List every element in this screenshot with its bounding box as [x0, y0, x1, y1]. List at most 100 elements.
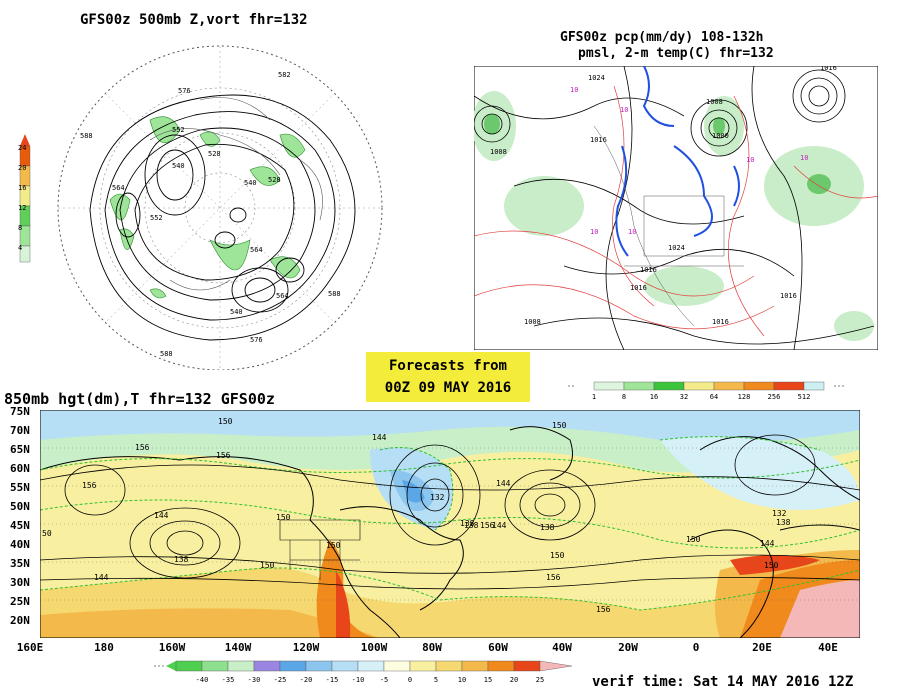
- contour-label: 156: [216, 451, 231, 460]
- lat-label: 75N: [10, 405, 30, 418]
- lat-label: 25N: [10, 595, 30, 608]
- verification-time: verif time: Sat 14 MAY 2016 12Z: [592, 674, 854, 690]
- precip-tick: 16: [649, 393, 659, 401]
- panel-title-pmsl-line1: GFS00z pcp(mm/dy) 108-132h: [560, 30, 764, 45]
- contour-label: 528: [268, 176, 281, 184]
- temp-tick: 25: [535, 676, 545, 684]
- temp-label: 10: [570, 86, 578, 94]
- lon-label: 120W: [292, 641, 320, 654]
- lon-label: 80W: [422, 641, 442, 654]
- temp-label: 10: [590, 228, 598, 236]
- contour-label: 150: [550, 551, 565, 560]
- contour-label: 540: [230, 308, 243, 316]
- isobar-label: 1008: [706, 98, 723, 106]
- precip-tick: 32: [679, 393, 689, 401]
- contour-label: 150: [326, 541, 341, 550]
- contour-label: 150: [218, 417, 233, 426]
- vort-tick: 24: [18, 144, 27, 152]
- lat-label: 40N: [10, 538, 30, 551]
- contour-label: 150: [260, 561, 275, 570]
- isobar-label: 1016: [640, 266, 657, 274]
- lat-label: 45N: [10, 519, 30, 532]
- lon-label: 160W: [158, 641, 186, 654]
- lat-label: 50N: [10, 500, 30, 513]
- contour-label: 150: [686, 535, 701, 544]
- temp-tick: -30: [247, 676, 261, 684]
- lon-label: 160E: [16, 641, 44, 654]
- contour-label: 144: [154, 511, 169, 520]
- vort-tick: 16: [18, 184, 27, 192]
- contour-label: 150: [764, 561, 779, 570]
- lat-label: 55N: [10, 481, 30, 494]
- isobar-label: 1024: [668, 244, 685, 252]
- contour-label: 138: [776, 518, 791, 527]
- precip-tick: 128: [737, 393, 751, 401]
- contour-label: 540: [244, 179, 257, 187]
- lon-label: 0: [692, 641, 700, 654]
- vort-tick: 20: [18, 164, 27, 172]
- vort-tick: 4: [18, 244, 23, 252]
- map-850mb: 150 156 156 156 144 138 150 144 150 144 …: [40, 410, 860, 638]
- temp-tick: 10: [457, 676, 467, 684]
- contour-label: 156: [82, 481, 97, 490]
- temp-tick: -35: [221, 676, 235, 684]
- temp-tick: 0: [407, 676, 413, 684]
- lon-label: 20E: [752, 641, 772, 654]
- isobar-label: 1016: [820, 66, 837, 72]
- precip-colorbar: [568, 381, 844, 391]
- contour-label: 564: [276, 292, 289, 300]
- contour-label: 138: [464, 521, 479, 530]
- contour-label: 150: [276, 513, 291, 522]
- lon-label: 180: [94, 641, 114, 654]
- lon-label: 140W: [224, 641, 252, 654]
- vort-tick: 12: [18, 204, 27, 212]
- precip-tick: 64: [709, 393, 719, 401]
- isobar-label: 1008: [524, 318, 541, 326]
- map-500mb-polar: 576 582 588 552 528 540 540 528 564 552 …: [57, 45, 383, 370]
- temp-tick: -15: [325, 676, 339, 684]
- contour-label: 552: [150, 214, 163, 222]
- banner-line2: 00Z 09 MAY 2016: [384, 380, 512, 396]
- isobar-label: 1024: [588, 74, 605, 82]
- temp-tick: -40: [195, 676, 209, 684]
- vort-tick: 8: [18, 224, 23, 232]
- precip-tick: 1: [591, 393, 597, 401]
- isobar-label: 1016: [780, 292, 797, 300]
- contour-label: 144: [492, 521, 507, 530]
- lon-label: 60W: [488, 641, 508, 654]
- contour-label: 156: [546, 573, 561, 582]
- vorticity-colorbar: [19, 134, 31, 263]
- contour-label: 528: [208, 150, 221, 158]
- lon-label: 100W: [360, 641, 388, 654]
- temperature-colorbar: [154, 660, 573, 672]
- temp-label: 10: [620, 106, 628, 114]
- contour-label: 588: [160, 350, 173, 358]
- contour-label: 144: [760, 539, 775, 548]
- contour-label: 132: [772, 509, 787, 518]
- contour-label: 582: [278, 71, 291, 79]
- banner-line1: Forecasts from: [388, 358, 507, 374]
- contour-label: 156: [135, 443, 150, 452]
- lat-label: 60N: [10, 462, 30, 475]
- panel-title-500mb: GFS00z 500mb Z,vort fhr=132: [80, 12, 308, 28]
- contour-label: 138: [174, 555, 189, 564]
- lat-label: 35N: [10, 557, 30, 570]
- precip-tick: 512: [797, 393, 811, 401]
- panel-title-850mb: 850mb hgt(dm),T fhr=132 GFS00z: [4, 390, 275, 408]
- lat-label: 65N: [10, 443, 30, 456]
- contour-label: 138: [460, 519, 475, 528]
- contour-label: 156: [480, 521, 495, 530]
- forecast-banner: Forecasts from 00Z 09 MAY 2016: [366, 352, 530, 402]
- temp-tick: -25: [273, 676, 287, 684]
- contour-label: 576: [250, 336, 263, 344]
- contour-label: 144: [496, 479, 511, 488]
- lat-label: 70N: [10, 424, 30, 437]
- precip-tick: 256: [767, 393, 781, 401]
- contour-label: 156: [596, 605, 611, 614]
- isobar-label: 1000: [712, 132, 729, 140]
- contour-label: 576: [178, 87, 191, 95]
- precip-tick: 8: [621, 393, 627, 401]
- map-pmsl-precip: 1024 1008 1016 1008 1000 1024 1016 1016 …: [474, 66, 878, 350]
- lon-label: 40W: [552, 641, 572, 654]
- lat-label: 30N: [10, 576, 30, 589]
